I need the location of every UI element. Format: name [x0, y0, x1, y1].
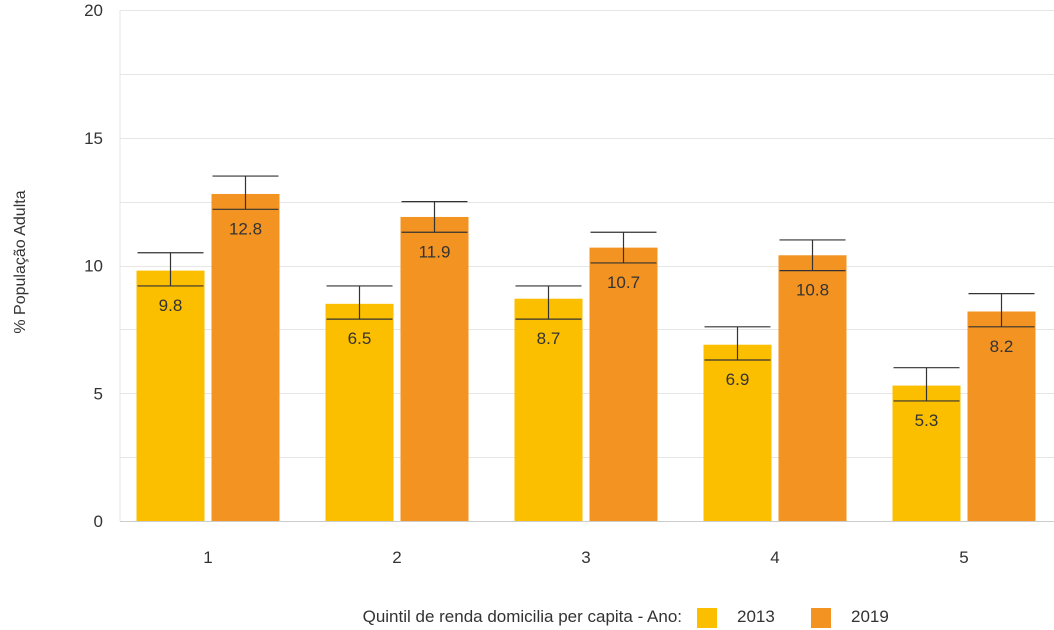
data-label: 5.3: [915, 411, 939, 430]
legend-swatch: [697, 608, 717, 628]
legend-item: 2019: [811, 607, 889, 628]
bar-2013-q1: [136, 270, 205, 521]
data-label: 10.7: [607, 273, 640, 292]
error-bar: [137, 252, 204, 287]
value-labels: 9.8 12.8 6.5 11.9 8.7 10.7 6.9 10.8 5.3 8.2: [159, 219, 1014, 430]
x-axis-ticks: 1 2 3 4 5: [203, 548, 968, 567]
y-tick-label: 15: [84, 129, 103, 148]
error-bar: [326, 285, 393, 320]
y-axis-ticks: 0 5 10 15 20: [84, 1, 103, 531]
y-tick-label: 20: [84, 1, 103, 20]
data-label: 8.7: [537, 329, 561, 348]
bar-2019-q3: [589, 247, 658, 522]
bar-2013-q3: [514, 298, 583, 521]
x-tick-label: 2: [392, 548, 401, 567]
legend-title: Quintil de renda domicilia per capita - …: [363, 607, 682, 626]
data-label: 11.9: [419, 242, 451, 261]
bar-2019-q1: [211, 193, 280, 521]
legend-items: 2013 2019: [697, 607, 889, 628]
error-bar: [212, 175, 279, 210]
bar-2013-q5: [892, 385, 961, 521]
x-tick-label: 3: [581, 548, 590, 567]
data-label: 10.8: [796, 281, 829, 300]
legend-label: 2019: [851, 607, 889, 626]
y-tick-label: 5: [94, 384, 103, 403]
data-label: 8.2: [990, 337, 1014, 356]
legend-swatch: [811, 608, 831, 628]
legend: Quintil de renda domicilia per capita - …: [363, 607, 889, 628]
error-bars: [137, 175, 1035, 402]
y-axis-label: % População Adulta: [12, 190, 29, 333]
bar-2019-q5: [967, 311, 1036, 521]
data-label: 6.5: [348, 329, 372, 348]
x-tick-label: 4: [770, 548, 779, 567]
error-bar: [779, 239, 846, 272]
x-tick-label: 1: [203, 548, 212, 567]
error-bar: [893, 367, 960, 402]
data-label: 9.8: [159, 296, 183, 315]
error-bar: [968, 293, 1035, 328]
legend-label: 2013: [737, 607, 775, 626]
bar-2013-q2: [325, 303, 394, 521]
data-label: 6.9: [726, 370, 750, 389]
data-label: 12.8: [229, 219, 262, 238]
bar-2019-q4: [778, 255, 847, 521]
error-bar: [590, 231, 657, 264]
bars: [136, 193, 1036, 522]
y-tick-label: 10: [84, 257, 103, 276]
y-tick-label: 0: [94, 512, 103, 531]
error-bar: [704, 326, 771, 361]
x-tick-label: 5: [959, 548, 968, 567]
error-bar: [401, 201, 468, 233]
bar-2019-q2: [400, 216, 469, 521]
bar-2013-q4: [703, 344, 772, 521]
legend-item: 2013: [697, 607, 775, 628]
error-bar: [515, 285, 582, 320]
